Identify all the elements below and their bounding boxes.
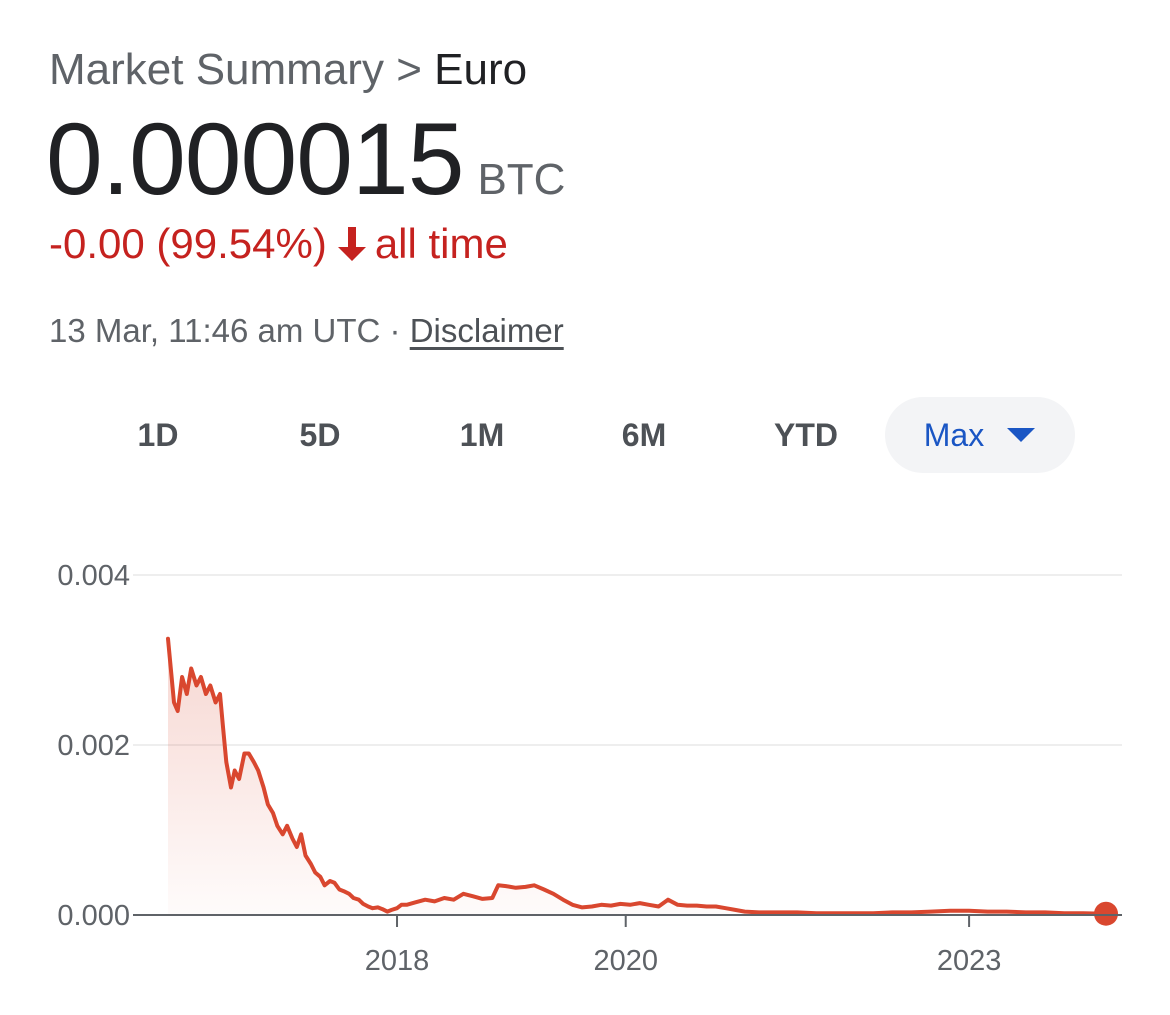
- change-period: all time: [374, 220, 508, 267]
- tab-5d[interactable]: 5D: [260, 397, 380, 473]
- breadcrumb-parent[interactable]: Market Summary: [49, 45, 384, 94]
- disclaimer-link[interactable]: Disclaimer: [409, 312, 564, 349]
- tab-label: 1D: [137, 417, 179, 453]
- price-row: 0.000015 BTC: [46, 104, 565, 214]
- y-tick-label: 0.002: [57, 730, 130, 762]
- tab-label: 1M: [459, 417, 505, 453]
- last-point: [1094, 901, 1118, 926]
- caret-down-icon: [1007, 428, 1036, 442]
- meta-separator: ·: [389, 312, 401, 349]
- y-tick-label: 0.004: [57, 560, 130, 592]
- x-tick-label: 2018: [365, 945, 430, 977]
- price-unit: BTC: [477, 155, 566, 204]
- tab-6m[interactable]: 6M: [584, 397, 704, 473]
- tab-max[interactable]: Max: [885, 397, 1075, 473]
- tab-ytd[interactable]: YTD: [746, 397, 866, 473]
- tab-1d[interactable]: 1D: [98, 397, 218, 473]
- range-tabs: 1D 5D 1M 6M YTD Max: [78, 397, 1078, 473]
- x-tick-label: 2023: [937, 945, 1002, 977]
- tab-label: 6M: [621, 417, 667, 453]
- breadcrumb: Market Summary > Euro: [49, 44, 527, 96]
- tab-1m[interactable]: 1M: [422, 397, 542, 473]
- series-area: [168, 638, 1106, 915]
- tab-label: 5D: [299, 417, 341, 453]
- change-row: -0.00 (99.54%) all time: [49, 218, 508, 270]
- x-tick-label: 2020: [593, 945, 658, 977]
- y-tick-label: 0.000: [57, 900, 130, 932]
- tab-label: Max: [923, 417, 985, 453]
- tab-label: YTD: [774, 417, 838, 453]
- arrow-down-icon: [337, 227, 366, 261]
- price-value: 0.000015: [46, 102, 464, 216]
- breadcrumb-separator: >: [396, 45, 422, 94]
- series-line: [166, 636, 1108, 916]
- meta-row: 13 Mar, 11:46 am UTC · Disclaimer: [49, 310, 564, 352]
- breadcrumb-current: Euro: [434, 45, 528, 94]
- change-value: -0.00 (99.54%): [49, 220, 327, 267]
- timestamp: 13 Mar, 11:46 am UTC: [49, 312, 381, 349]
- price-chart[interactable]: 0.000 0.002 0.004 2018 2020 2023: [0, 540, 1170, 1015]
